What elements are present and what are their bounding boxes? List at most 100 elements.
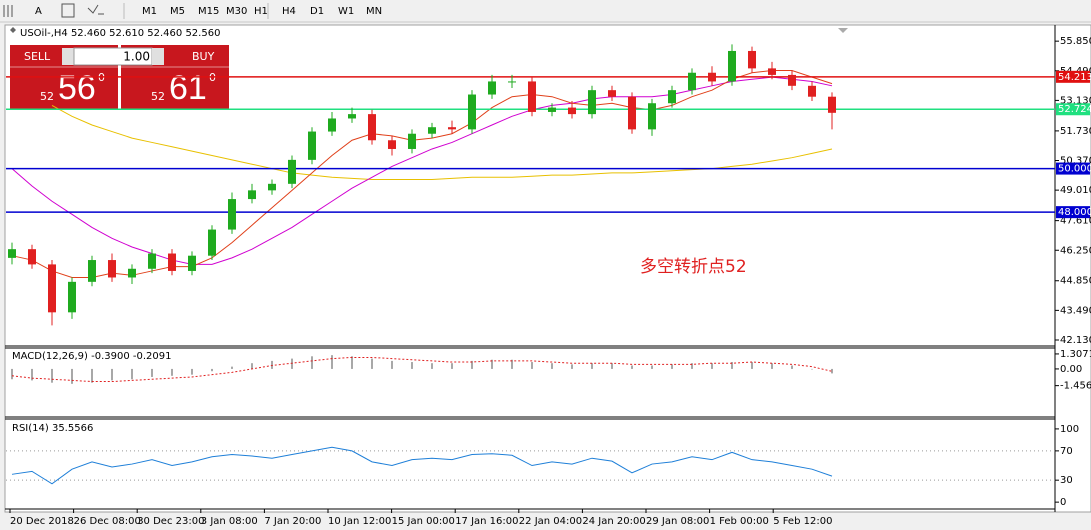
macd-bar xyxy=(631,365,633,369)
icon-bars xyxy=(3,5,13,17)
level-price-box xyxy=(1056,103,1090,116)
timeframe-button[interactable]: M5 xyxy=(170,6,185,17)
level-price-box xyxy=(1056,206,1090,219)
macd-bar xyxy=(111,368,113,381)
candle-body xyxy=(368,114,376,141)
candle-body xyxy=(148,253,156,269)
candle-body xyxy=(328,118,336,132)
candle-body xyxy=(188,255,196,271)
rsi-title: RSI(14) 35.5566 xyxy=(12,423,93,434)
candle-body xyxy=(808,85,816,97)
x-tick-label: 20 Dec 2018 xyxy=(10,516,74,527)
candle-body xyxy=(228,199,236,230)
macd-bar xyxy=(671,364,673,369)
candle-body xyxy=(308,131,316,160)
y-tick-label: 51.730 xyxy=(1060,126,1091,137)
icon-font: A xyxy=(35,6,42,17)
macd-bar xyxy=(811,368,813,370)
y-tick-label: 55.850 xyxy=(1060,36,1091,47)
macd-bar xyxy=(531,362,533,369)
macd-bar xyxy=(471,360,473,369)
lot-up[interactable] xyxy=(152,48,164,65)
timeframe-button[interactable]: W1 xyxy=(338,6,354,17)
annotation: 多空转折点52 xyxy=(640,257,747,277)
timeframe-button[interactable]: MN xyxy=(366,6,382,17)
x-tick-label: 30 Dec 23:00 xyxy=(137,516,204,527)
timeframe-button[interactable]: H1 xyxy=(254,6,268,17)
y-tick-label: 0 xyxy=(1060,497,1066,508)
macd-bar xyxy=(151,368,153,377)
candle-body xyxy=(668,90,676,104)
timeframe-button[interactable]: M1 xyxy=(142,6,157,17)
macd-bar xyxy=(411,362,413,369)
x-tick-label: 1 Feb 00:00 xyxy=(710,516,769,527)
candle-body xyxy=(8,249,16,258)
x-tick-label: 15 Jan 00:00 xyxy=(392,516,455,527)
y-tick-label: -1.4567 xyxy=(1060,381,1091,392)
macd-bar xyxy=(71,368,73,384)
x-tick-label: 3 Jan 08:00 xyxy=(201,516,258,527)
timeframe-button[interactable]: M15 xyxy=(198,6,219,17)
macd-bar xyxy=(291,358,293,369)
macd-bar xyxy=(651,365,653,369)
level-price-label: 54.213 xyxy=(1058,72,1091,83)
macd-bar xyxy=(791,365,793,369)
candle-body xyxy=(248,190,256,200)
y-tick-label: 50.370 xyxy=(1060,156,1091,167)
candle-body xyxy=(348,114,356,119)
candle-body xyxy=(28,249,36,265)
y-tick-label: 44.850 xyxy=(1060,276,1091,287)
candle-body xyxy=(208,229,216,256)
timeframe-button[interactable]: M30 xyxy=(226,6,247,17)
candle-body xyxy=(828,96,836,113)
timeframe-button[interactable]: H4 xyxy=(282,6,296,17)
macd-bar xyxy=(371,358,373,369)
x-tick-label: 17 Jan 16:00 xyxy=(455,516,518,527)
level-price-label: 50.000 xyxy=(1058,164,1091,175)
candle-body xyxy=(528,81,536,112)
macd-bar xyxy=(251,363,253,369)
signal-line xyxy=(11,356,833,383)
y-tick-label: 0.00 xyxy=(1060,364,1082,375)
macd-bar xyxy=(231,366,233,369)
candle-body xyxy=(468,94,476,130)
y-tick-label: 47.610 xyxy=(1060,216,1091,227)
x-tick-label: 5 Feb 12:00 xyxy=(773,516,832,527)
y-tick-label: 49.010 xyxy=(1060,185,1091,196)
candle-body xyxy=(768,68,776,75)
candle-body xyxy=(508,81,516,83)
macd-bar xyxy=(711,363,713,369)
candle-body xyxy=(88,260,96,282)
candle-body xyxy=(728,50,736,82)
y-tick-label: 1.3071 xyxy=(1060,349,1091,360)
macd-bar xyxy=(831,368,833,374)
shift-marker xyxy=(838,28,848,33)
y-tick-label: 53.130 xyxy=(1060,95,1091,106)
candle-body xyxy=(168,253,176,271)
lot-value: 1.00 xyxy=(123,50,150,64)
candle-body xyxy=(288,159,296,184)
macd-bar xyxy=(311,356,313,369)
macd-bar xyxy=(571,364,573,369)
level-price-box xyxy=(1056,162,1090,175)
candle-body xyxy=(428,127,436,134)
candle-body xyxy=(488,81,496,95)
macd-bar xyxy=(511,359,513,369)
candle-body xyxy=(608,90,616,97)
candle-body xyxy=(688,72,696,91)
macd-bar xyxy=(11,368,13,380)
lot-down[interactable] xyxy=(62,48,74,65)
candle-body xyxy=(448,127,456,130)
x-tick-label: 26 Dec 08:00 xyxy=(74,516,141,527)
macd-bar xyxy=(551,363,553,369)
macd-bar xyxy=(731,362,733,369)
macd-bar xyxy=(331,355,333,369)
x-tick-label: 10 Jan 12:00 xyxy=(328,516,391,527)
macd-bar xyxy=(431,363,433,369)
macd-bar xyxy=(771,363,773,369)
y-tick-label: 46.250 xyxy=(1060,245,1091,256)
timeframe-button[interactable]: D1 xyxy=(310,6,324,17)
x-tick-label: 22 Jan 04:00 xyxy=(519,516,582,527)
